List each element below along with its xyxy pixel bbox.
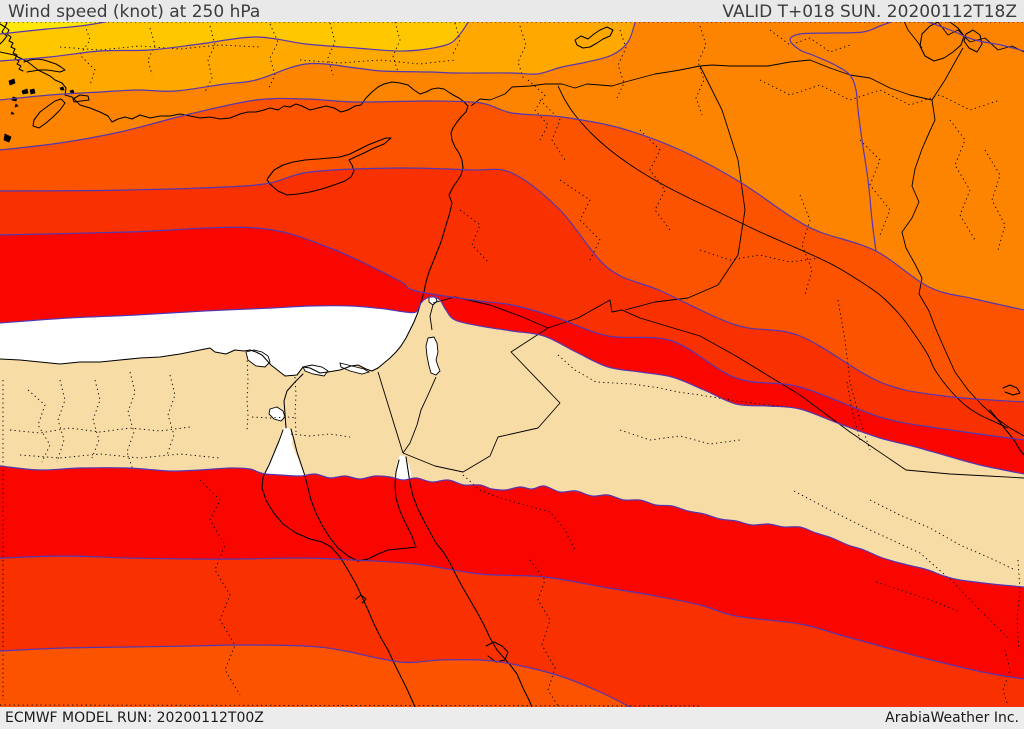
small-island	[3, 133, 12, 143]
country-border	[903, 22, 923, 49]
admin-border	[875, 581, 961, 613]
small-island	[69, 89, 75, 94]
map-title: Wind speed (knot) at 250 hPa	[8, 2, 261, 22]
lake	[268, 406, 286, 422]
admin-border	[949, 119, 976, 241]
country-border	[402, 376, 437, 454]
band-110-120kt	[0, 22, 469, 61]
model-run-label: ECMWF MODEL RUN: 20200112T00Z	[5, 709, 264, 726]
map-layers	[0, 22, 1024, 707]
country-border	[429, 304, 434, 331]
admin-border	[527, 79, 549, 141]
background-land	[0, 296, 1024, 587]
admin-border	[859, 139, 891, 236]
admin-border	[639, 129, 671, 231]
coastline-mediterranean	[0, 51, 469, 377]
lake-outline	[963, 29, 983, 53]
valid-time-label: VALID T+018 SUN. 20200112T18Z	[722, 2, 1017, 22]
admin-border	[91, 379, 101, 459]
small-island	[8, 78, 16, 86]
contour-p1	[0, 22, 109, 35]
admin-border	[769, 29, 851, 53]
admin-border	[56, 379, 66, 463]
contour-p2	[0, 22, 469, 62]
contour-l3	[0, 644, 632, 707]
contour-p5	[0, 167, 1024, 403]
coastline	[4, 22, 24, 72]
admin-border	[204, 25, 216, 93]
admin-border	[251, 416, 298, 419]
country-border	[432, 296, 549, 329]
contour-p4	[0, 97, 1024, 311]
admin-border	[462, 474, 576, 551]
admin-border	[19, 453, 221, 459]
coastline	[394, 459, 417, 548]
country-border	[931, 47, 964, 101]
admin-borders	[0, 22, 1024, 707]
lake-outline	[919, 22, 965, 62]
admin-border	[846, 381, 861, 441]
admin-border	[539, 99, 566, 161]
coastline	[290, 428, 417, 562]
footer-bar: ECMWF MODEL RUN: 20200112T00Z ArabiaWeat…	[0, 707, 1024, 729]
contour-k1b	[0, 465, 1024, 588]
coastline	[1002, 384, 1021, 396]
admin-border	[1002, 649, 1011, 707]
contour-p3	[0, 22, 636, 101]
contour-l2	[0, 555, 1024, 680]
country-border	[470, 59, 933, 107]
admin-border	[246, 355, 249, 431]
contour-k1	[0, 296, 1024, 475]
contour-p6	[0, 226, 1024, 441]
small-island	[10, 111, 15, 115]
brand-label: ArabiaWeather Inc.	[885, 709, 1019, 726]
small-island	[14, 103, 19, 108]
country-border	[402, 327, 561, 473]
admin-border	[327, 22, 336, 76]
contour-lines	[0, 22, 1024, 707]
island	[266, 137, 392, 196]
small-island	[59, 86, 65, 91]
admin-border	[1016, 559, 1021, 651]
coastline	[261, 429, 416, 707]
coastline	[405, 456, 533, 707]
island	[32, 98, 66, 129]
admin-border	[392, 22, 401, 73]
admin-border	[294, 376, 297, 433]
admin-border	[793, 490, 1011, 641]
country-border	[624, 65, 746, 311]
admin-border	[869, 499, 1016, 571]
river	[557, 85, 1009, 429]
country-borders	[377, 22, 1024, 479]
admin-border	[290, 433, 351, 438]
contour-p4tongue	[789, 22, 893, 252]
admin-border	[837, 299, 871, 451]
coastline	[355, 594, 367, 604]
island	[72, 94, 90, 103]
lake-outline	[574, 26, 614, 49]
lake	[245, 349, 271, 368]
admin-border	[517, 25, 527, 81]
small-island	[29, 88, 36, 95]
country-border	[547, 299, 1024, 479]
band-80-90kt-south	[0, 645, 630, 707]
coastlines	[0, 22, 1024, 707]
header-bar: Wind speed (knot) at 250 hPa VALID T+018…	[0, 0, 1024, 22]
coastline	[283, 373, 304, 429]
small-island	[21, 88, 29, 95]
country-border	[377, 371, 404, 454]
contour-p4corner	[926, 22, 1024, 52]
lake	[339, 362, 371, 375]
admin-border	[59, 44, 261, 51]
admin-border	[166, 374, 176, 456]
lake	[425, 336, 441, 376]
coastline	[23, 58, 66, 73]
admin-border	[9, 426, 191, 434]
country-border	[901, 99, 1024, 437]
